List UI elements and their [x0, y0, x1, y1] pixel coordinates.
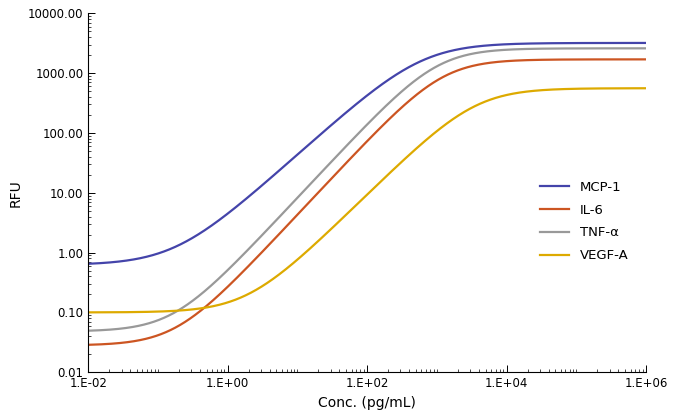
Legend: MCP-1, IL-6, TNF-α, VEGF-A: MCP-1, IL-6, TNF-α, VEGF-A [535, 176, 634, 268]
MCP-1 [181, 240, 189, 245]
MCP-1 [631, 41, 639, 46]
MCP-1 [642, 41, 650, 46]
Line: VEGF-A: VEGF-A [89, 88, 646, 312]
VEGF-A [322, 231, 331, 236]
Line: IL-6: IL-6 [89, 59, 646, 345]
MCP-1 [84, 261, 93, 266]
Line: TNF-α: TNF-α [89, 48, 646, 331]
VEGF-A [631, 86, 639, 91]
IL-6 [84, 342, 93, 347]
VEGF-A [148, 309, 156, 314]
MCP-1 [571, 41, 579, 46]
TNF-α [642, 46, 650, 51]
IL-6 [298, 207, 306, 212]
IL-6 [322, 181, 331, 186]
IL-6 [181, 319, 189, 324]
IL-6 [571, 57, 579, 62]
VEGF-A [298, 253, 306, 258]
X-axis label: Conc. (pg/mL): Conc. (pg/mL) [318, 396, 416, 410]
TNF-α [571, 46, 579, 51]
MCP-1 [148, 253, 156, 258]
TNF-α [84, 328, 93, 333]
Y-axis label: RFU: RFU [8, 179, 22, 206]
MCP-1 [298, 148, 306, 153]
TNF-α [298, 190, 306, 195]
IL-6 [148, 335, 156, 340]
IL-6 [642, 57, 650, 62]
IL-6 [631, 57, 639, 62]
TNF-α [148, 320, 156, 325]
VEGF-A [181, 308, 189, 313]
TNF-α [322, 165, 331, 170]
VEGF-A [84, 310, 93, 315]
MCP-1 [322, 127, 331, 132]
VEGF-A [642, 86, 650, 91]
Line: MCP-1: MCP-1 [89, 43, 646, 264]
TNF-α [181, 303, 189, 308]
VEGF-A [571, 86, 579, 91]
TNF-α [631, 46, 639, 51]
